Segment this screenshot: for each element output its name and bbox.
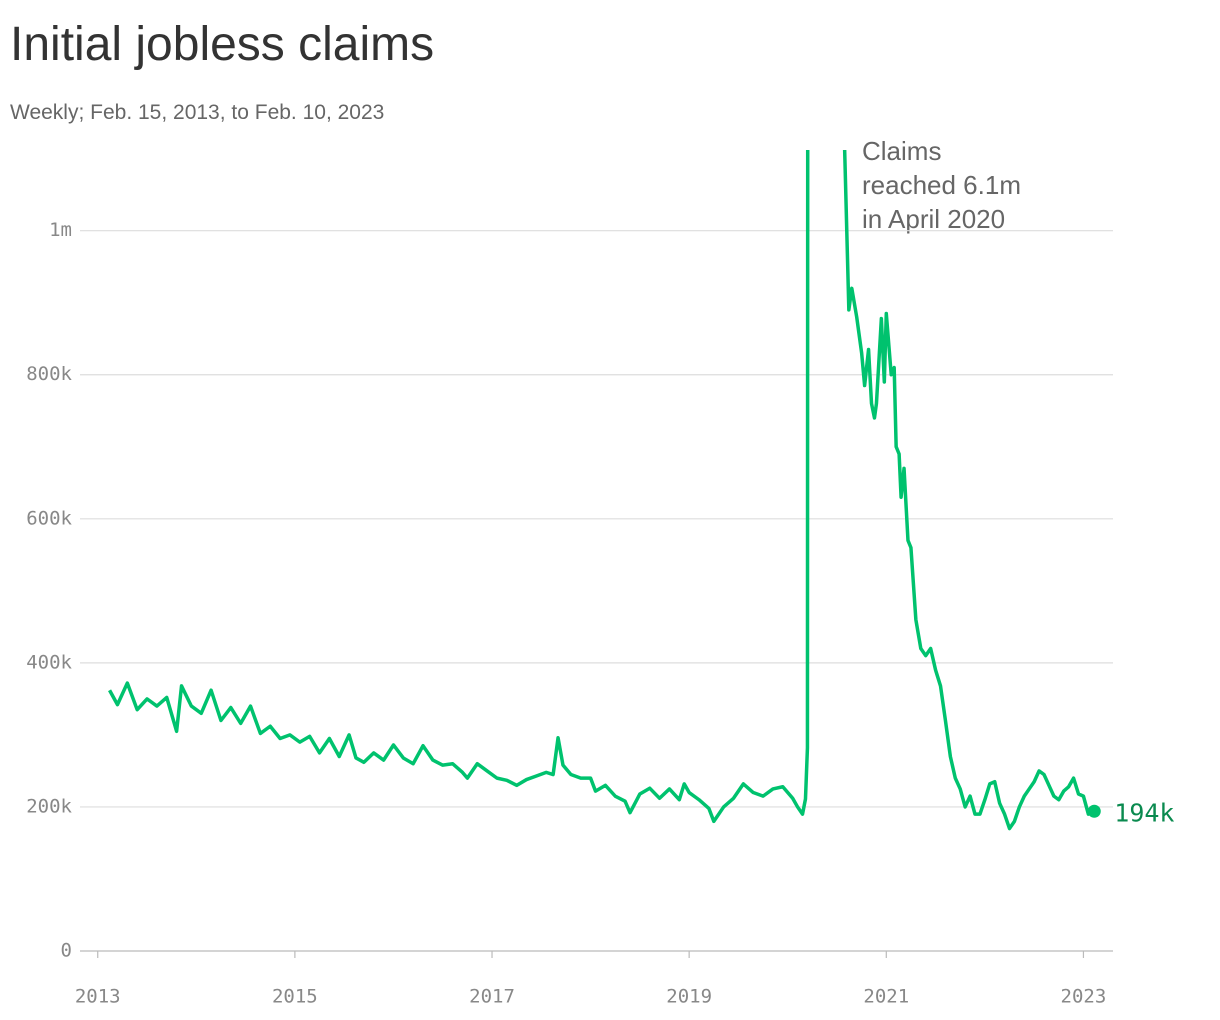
data-line — [108, 150, 1096, 831]
y-tick-label: 0 — [61, 940, 72, 962]
annotation: reached 6.1m — [862, 170, 1021, 200]
x-tick-label: 2023 — [1061, 986, 1107, 1008]
value-label: 194k — [1114, 798, 1174, 827]
y-tick-label: 400k — [26, 651, 72, 673]
y-tick-label: 200k — [26, 795, 72, 817]
x-tick-label: 2013 — [75, 986, 121, 1008]
x-tick-label: 2021 — [863, 986, 909, 1008]
end-point — [1087, 804, 1101, 818]
y-tick-label: 600k — [26, 507, 72, 529]
annotation: in April 2020 — [862, 204, 1005, 234]
x-tick-label: 2019 — [666, 986, 712, 1008]
x-tick-label: 2015 — [272, 986, 318, 1008]
y-tick-label: 1m — [49, 219, 72, 241]
annotation: Claims — [862, 136, 941, 166]
plot-area — [108, 150, 1096, 831]
chart-subtitle: Weekly; Feb. 15, 2013, to Feb. 10, 2023 — [10, 101, 384, 124]
y-tick-label: 800k — [26, 363, 72, 385]
chart-title: Initial jobless claims — [10, 18, 434, 71]
x-tick-label: 2017 — [469, 986, 515, 1008]
